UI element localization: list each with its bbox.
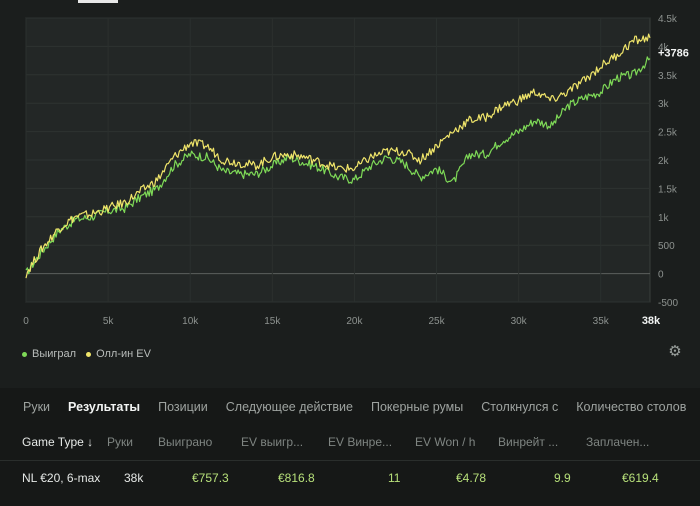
cell-won: €757.3 xyxy=(192,471,229,485)
y-tick-label: 2k xyxy=(658,156,670,167)
series-line-allin-ev xyxy=(25,33,651,279)
chart-legend: Выиграл Олл-ин EV xyxy=(22,346,151,362)
tab-positions[interactable]: Позиции xyxy=(158,400,208,414)
profit-chart: -500 0 500 1k 1.5k 2k 2.5k 3k 3.5k 4k 4.5k 0 5k 10k 15… xyxy=(23,14,689,327)
x-tick-label: 20k xyxy=(346,316,363,327)
cell-ev-winrate: 11 xyxy=(388,471,401,485)
table-divider xyxy=(0,460,700,461)
y-tick-label: 0 xyxy=(658,270,664,281)
series-line-won xyxy=(25,56,651,275)
tab-table-count[interactable]: Количество столов xyxy=(576,400,687,414)
column-header-ev-won[interactable]: EV выигр... xyxy=(241,435,304,449)
y-tick-label: 1k xyxy=(658,213,670,224)
tab-next-action[interactable]: Следующее действие xyxy=(225,400,353,414)
column-header-ev-winrate[interactable]: EV Винре... xyxy=(328,435,393,449)
top-tab-indicator xyxy=(78,0,118,3)
end-value-label: +3786 xyxy=(658,48,689,60)
column-header-winrate[interactable]: Винрейт ... xyxy=(498,435,559,449)
tab-poker-rooms[interactable]: Покерные румы xyxy=(370,400,464,414)
legend-label-won: Выиграл xyxy=(32,348,77,360)
y-tick-label: -500 xyxy=(658,298,678,309)
x-tick-label: 35k xyxy=(593,316,610,327)
y-tick-label: 2.5k xyxy=(658,128,678,139)
cell-winrate: 9.9 xyxy=(554,471,571,485)
gear-icon[interactable]: ⚙ xyxy=(668,343,682,360)
cell-game-type: NL €20, 6-max xyxy=(22,471,101,485)
cell-ev-won-per-hour: €4.78 xyxy=(456,471,487,485)
column-header-won[interactable]: Выиграно xyxy=(158,435,213,449)
tab-results[interactable]: Результаты xyxy=(68,400,141,414)
column-header-ev-won-per-hour[interactable]: EV Won / h xyxy=(415,435,476,449)
column-header-hands[interactable]: Руки xyxy=(107,435,133,449)
tab-hands[interactable]: Руки xyxy=(23,400,51,414)
x-tick-label: 0 xyxy=(23,316,29,327)
cell-hands: 38k xyxy=(124,471,144,485)
results-panel xyxy=(0,388,700,506)
stats-tabs: Руки Результаты Позиции Следующее действ… xyxy=(14,392,695,422)
x-tick-label: 25k xyxy=(428,316,445,327)
y-tick-label: 500 xyxy=(658,241,675,252)
column-header-game-type[interactable]: Game Type ↓ xyxy=(22,435,94,449)
y-tick-label: 3k xyxy=(658,99,670,110)
y-tick-label: 3.5k xyxy=(658,71,678,82)
table-row[interactable]: NL €20, 6-max 38k €757.3 €816.8 11 €4.78… xyxy=(0,464,700,492)
x-tick-label: 15k xyxy=(264,316,281,327)
legend-dot-allin-ev xyxy=(86,351,92,357)
legend-label-allin-ev: Олл-ин EV xyxy=(96,348,151,360)
legend-item-won[interactable]: Выиграл xyxy=(22,348,76,360)
x-end-label: 38k xyxy=(642,315,661,327)
y-tick-label: 4k xyxy=(658,42,670,53)
x-tick-label: 10k xyxy=(182,316,199,327)
legend-item-allin-ev[interactable]: Олл-ин EV xyxy=(86,348,151,360)
x-tick-label: 5k xyxy=(103,316,115,327)
y-tick-label: 4.5k xyxy=(658,14,678,25)
cell-paid: €619.4 xyxy=(622,471,659,485)
column-header-paid[interactable]: Заплачен... xyxy=(586,435,650,449)
y-tick-label: 1.5k xyxy=(658,184,678,195)
legend-dot-won xyxy=(22,351,27,357)
tab-faced[interactable]: Столкнулся с xyxy=(481,400,559,414)
cell-ev-won: €816.8 xyxy=(278,471,315,485)
x-tick-label: 30k xyxy=(511,316,528,327)
